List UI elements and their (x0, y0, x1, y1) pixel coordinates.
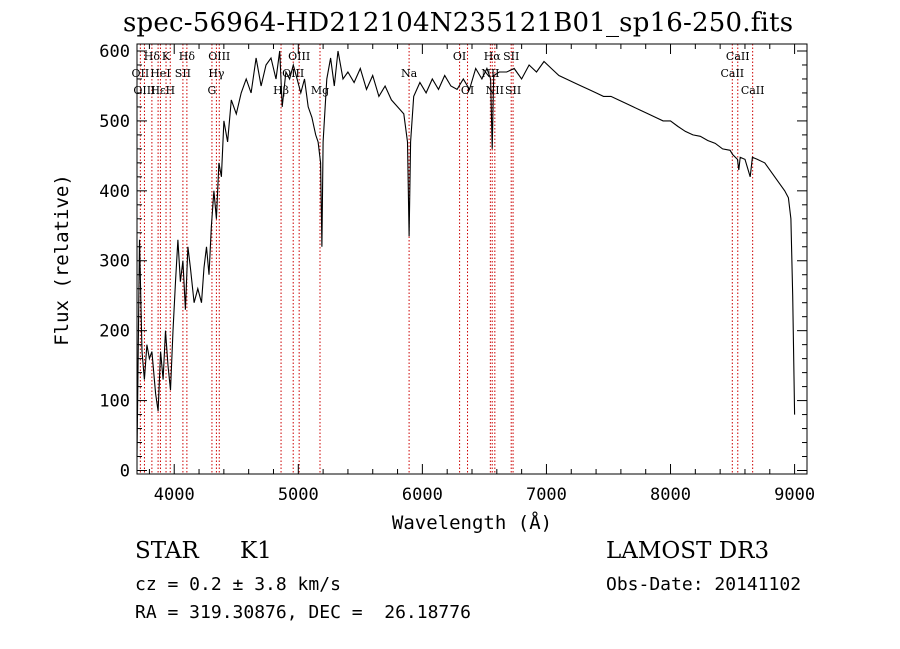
line-marker-label: OI (453, 50, 466, 63)
x-tick-label: 4000 (154, 485, 195, 505)
spectrum-line (136, 50, 796, 457)
line-marker-label: K (162, 50, 171, 63)
line-marker-label: NII (486, 84, 504, 97)
line-marker-label: OI (461, 84, 474, 97)
line-marker-label: Na (401, 67, 418, 80)
line-marker-label: SII (503, 50, 519, 63)
line-marker-label: OIII (208, 50, 230, 63)
chart-title: spec-56964-HD212104N235121B01_sp16-250.f… (123, 8, 794, 38)
object-subclass: K1 (240, 538, 272, 564)
y-tick-label: 0 (120, 462, 130, 482)
x-tick-label: 5000 (278, 485, 319, 505)
y-tick-label: 500 (99, 112, 130, 132)
line-marker-label: Hδ (144, 50, 161, 63)
line-marker-label: Hα (484, 50, 502, 63)
line-marker-label: OII (131, 67, 149, 80)
y-axis-label: Flux (relative) (51, 174, 73, 346)
line-marker-label: OIII (282, 67, 304, 80)
y-tick-label: 300 (99, 252, 130, 272)
line-marker-label: SII (175, 67, 191, 80)
line-marker-label: HeI (150, 67, 170, 80)
line-marker-label: CaII (726, 50, 750, 63)
y-tick-label: 600 (99, 42, 130, 62)
x-tick-label: 9000 (774, 485, 815, 505)
object-class: STAR (135, 538, 199, 564)
line-marker-label: OIII (288, 50, 310, 63)
line-marker-label: G (208, 84, 217, 97)
axis-tick-labels: 4000 5000 6000 7000 8000 9000 0 100 200 300 400 500… (99, 42, 815, 505)
line-marker-label: SII (505, 84, 521, 97)
line-marker-label: Hδ (179, 50, 196, 63)
line-marker-label: CaII (720, 67, 744, 80)
observation-date: Obs-Date: 20141102 (606, 574, 802, 595)
redshift-cz: cz = 0.2 ± 3.8 km/s (135, 574, 341, 595)
line-marker-label: Hε (150, 84, 166, 97)
survey-name: LAMOST DR3 (606, 538, 770, 564)
y-tick-label: 100 (99, 392, 130, 412)
line-markers (139, 44, 754, 474)
line-marker-label: Hγ (208, 67, 225, 80)
line-marker-label: Mg (311, 84, 329, 97)
axis-ticks (137, 44, 807, 474)
line-marker-label: OIII (133, 84, 155, 97)
x-tick-label: 8000 (650, 485, 691, 505)
line-marker-label: H (165, 84, 175, 97)
y-tick-label: 200 (99, 322, 130, 342)
x-tick-label: 6000 (402, 485, 443, 505)
x-axis-label: Wavelength (Å) (391, 512, 553, 534)
ra-dec-coordinates: RA = 319.30876, DEC = 26.18776 (135, 602, 471, 623)
y-tick-label: 400 (99, 182, 130, 202)
line-marker-label: CaII (741, 84, 765, 97)
x-tick-label: 7000 (526, 485, 567, 505)
